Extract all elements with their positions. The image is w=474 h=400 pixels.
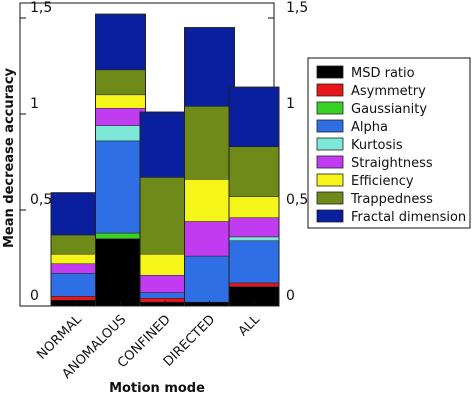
legend-swatch-kurtosis [316,137,344,151]
bar-segment-anomalous-fractal-dimension [95,13,146,71]
bar-segment-anomalous-trappedness [95,69,146,96]
bar-segment-directed-alpha [184,255,235,303]
bar-segment-anomalous-gaussianity [95,232,146,240]
legend-label-msd-ratio: MSD ratio [351,66,415,81]
bar-segment-anomalous-kurtosis [95,125,146,142]
bar-segment-normal-trappedness [50,234,102,255]
legend-label-trappedness: Trappedness [350,192,433,207]
bar-segment-all-trappedness [228,146,280,197]
legend-label-gaussianity: Gaussianity [351,102,427,117]
bar-segment-anomalous-alpha [95,140,146,234]
bar-segment-directed-straightness [184,221,235,257]
legend-swatch-fractal-dimension [316,209,344,223]
bar-segment-anomalous-straightness [95,107,146,126]
bar-segment-normal-fractal-dimension [50,192,102,236]
bar-segment-normal-alpha [50,273,102,297]
bar-segment-confined-fractal-dimension [139,111,191,178]
legend-swatch-asymmetry [316,83,344,97]
bar-segment-anomalous-msd-ratio [95,238,146,307]
y-tick-label-left: 0,5 [30,192,52,208]
legend-label-efficiency: Efficiency [351,174,414,189]
y-tick-label-right: 0 [286,288,295,304]
bar-segment-directed-trappedness [184,106,235,180]
legend-swatch-straightness [316,155,344,169]
bar-segment-normal-asymmetry [50,296,102,301]
bar-segment-anomalous-efficiency [95,94,146,109]
y-tick-label-right: 1 [286,96,295,112]
bars [50,13,280,307]
legend-swatch-alpha [316,119,344,133]
legend-label-fractal-dimension: Fractal dimension [351,210,466,225]
y-tick-label-right: 0,5 [286,192,308,208]
bar-segment-directed-fractal-dimension [184,27,235,107]
y-tick-label-left: 1 [30,96,39,112]
legend-label-straightness: Straightness [351,156,433,171]
legend: MSD ratio Asymmetry Gaussianity Alpha Kurtos… [307,57,471,229]
legend-label-kurtosis: Kurtosis [351,138,403,153]
bar-segment-all-straightness [228,217,280,238]
bar-segment-all-efficiency [228,196,280,218]
legend-swatch-gaussianity [316,101,344,115]
bar-segment-directed-efficiency [184,179,235,222]
bar-segment-confined-alpha [139,292,191,299]
legend-label-alpha: Alpha [351,120,388,135]
y-tick-label-right: 1,5 [286,0,308,16]
legend-label-asymmetry: Asymmetry [351,84,426,99]
legend-swatch-efficiency [316,173,344,187]
bar-segment-all-asymmetry [228,282,280,288]
y-tick-label-left: 1,5 [30,0,52,16]
x-axis-title: Motion mode [109,381,205,396]
legend-swatch-trappedness [316,191,344,205]
x-tick-label-all: ALL [236,312,264,340]
bar-segment-confined-efficiency [139,253,191,276]
y-tick-label-left: 0 [30,288,39,304]
bar-segment-all-kurtosis [228,236,280,241]
y-axis-title: Mean decrease accuracy [2,67,17,248]
bar-segment-all-alpha [228,240,280,284]
bar-segment-confined-trappedness [139,177,191,255]
bar-segment-confined-straightness [139,275,191,293]
bar-segment-all-fractal-dimension [228,86,280,147]
bar-segment-normal-efficiency [50,253,102,265]
legend-swatch-msd-ratio [316,65,344,79]
bar-segment-normal-straightness [50,263,102,274]
